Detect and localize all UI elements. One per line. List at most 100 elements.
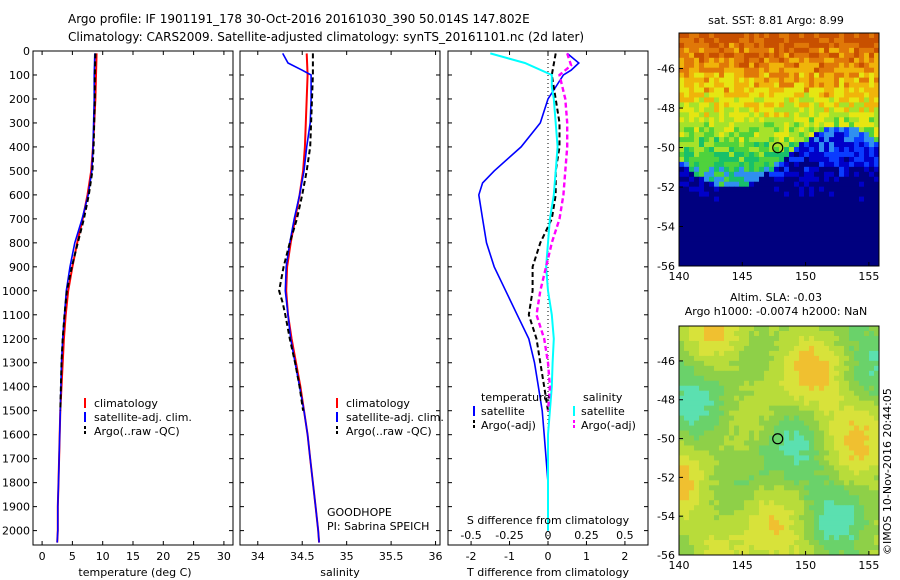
map-cell — [874, 340, 880, 347]
argo-location-marker — [772, 433, 784, 445]
map-cell — [794, 475, 800, 481]
map-cell — [824, 525, 830, 531]
map-cell — [684, 505, 690, 511]
map-cell — [714, 191, 720, 197]
map-cell — [724, 201, 730, 207]
map-cell — [714, 545, 720, 551]
map-cell — [784, 410, 790, 417]
map-cell — [869, 425, 875, 431]
map-cell — [734, 112, 740, 118]
map-cell — [744, 365, 750, 372]
map-cell — [749, 485, 755, 491]
map-cell — [729, 330, 735, 337]
map-cell — [764, 33, 770, 39]
map-cell — [709, 151, 715, 158]
map-cell — [689, 545, 695, 551]
map-cell — [849, 42, 855, 49]
map-cell — [749, 530, 755, 536]
map-cell — [824, 360, 830, 367]
map-cell — [744, 87, 750, 93]
map-cell — [719, 206, 725, 212]
map-cell — [804, 415, 810, 421]
map-cell — [719, 450, 725, 456]
map-cell — [809, 326, 815, 332]
map-cell — [809, 52, 815, 59]
map-cell — [834, 166, 840, 173]
map-cell — [709, 515, 715, 521]
map-cell — [754, 515, 760, 521]
map-cell — [754, 176, 760, 183]
map-cell — [729, 211, 735, 217]
map-cell — [749, 470, 755, 476]
depth-tick-label: 1800 — [2, 477, 30, 490]
map-cell — [789, 132, 795, 138]
map-cell — [709, 216, 715, 222]
map-cell — [689, 82, 695, 88]
map-x-tick-label: 150 — [795, 559, 816, 572]
map-cell — [784, 395, 790, 402]
map-cell — [714, 196, 720, 202]
map-cell — [714, 112, 720, 118]
map-cell — [869, 151, 875, 158]
map-cell — [844, 37, 850, 44]
map-cell — [874, 490, 880, 496]
map-cell — [779, 390, 785, 397]
map-cell — [774, 226, 780, 232]
map-cell — [724, 251, 730, 257]
map-cell — [779, 42, 785, 49]
map-cell — [679, 92, 685, 98]
map-cell — [839, 425, 845, 431]
map-cell — [829, 216, 835, 222]
map-cell — [689, 107, 695, 113]
x-tick-label: 36 — [429, 550, 443, 563]
map-cell — [779, 102, 785, 108]
map-cell — [779, 330, 785, 337]
map-cell — [704, 450, 710, 456]
map-cell — [829, 535, 835, 541]
map-cell — [689, 127, 695, 133]
map-cell — [794, 67, 800, 74]
map-cell — [789, 405, 795, 412]
map-cell — [784, 380, 790, 387]
map-cell — [764, 112, 770, 118]
map-cell — [809, 460, 815, 466]
map-cell — [769, 550, 775, 556]
map-cell — [874, 251, 880, 257]
map-cell — [859, 127, 865, 133]
map-cell — [734, 82, 740, 88]
map-cell — [769, 365, 775, 372]
map-cell — [744, 535, 750, 541]
map-cell — [689, 530, 695, 536]
map-cell — [849, 460, 855, 466]
map-cell — [744, 355, 750, 362]
map-cell — [699, 211, 705, 217]
map-cell — [729, 102, 735, 108]
map-cell — [854, 510, 860, 516]
map-cell — [679, 201, 685, 207]
map-cell — [859, 480, 865, 486]
map-cell — [789, 540, 795, 546]
map-cell — [749, 360, 755, 367]
map-cell — [779, 490, 785, 496]
map-cell — [849, 470, 855, 476]
map-cell — [729, 335, 735, 342]
map-cell — [844, 500, 850, 506]
map-cell — [679, 480, 685, 486]
map-cell — [739, 355, 745, 362]
map-cell — [794, 87, 800, 93]
map-cell — [794, 465, 800, 471]
map-cell — [864, 435, 870, 441]
map-cell — [844, 241, 850, 247]
map-cell — [864, 156, 870, 163]
map-cell — [799, 340, 805, 347]
map-cell — [869, 475, 875, 481]
map-cell — [694, 132, 700, 138]
map-cell — [739, 122, 745, 128]
map-cell — [769, 415, 775, 421]
map-cell — [824, 201, 830, 207]
map-cell — [804, 246, 810, 252]
map-cell — [789, 455, 795, 461]
map-cell — [714, 236, 720, 242]
map-cell — [839, 151, 845, 158]
map-cell — [769, 226, 775, 232]
